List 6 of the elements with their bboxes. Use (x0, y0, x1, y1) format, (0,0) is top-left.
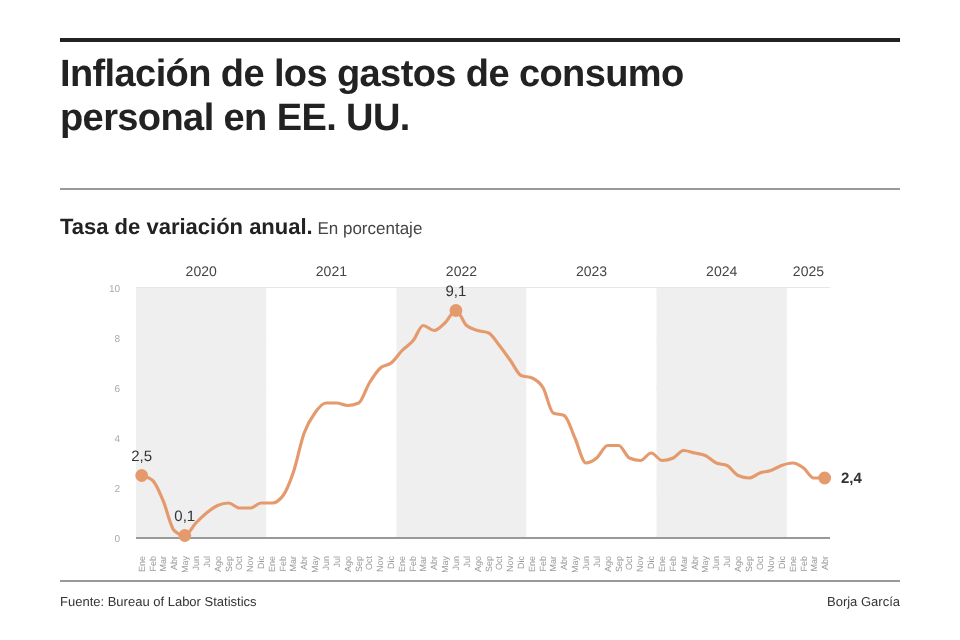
point (178, 529, 192, 542)
point (135, 469, 149, 482)
point (449, 304, 463, 317)
chart-title: Inflación de los gastos de consumo personal en EE. UU. (60, 54, 686, 142)
point (818, 471, 832, 485)
chart-subtitle: Tasa de variación anual. En porcentaje (60, 216, 423, 240)
